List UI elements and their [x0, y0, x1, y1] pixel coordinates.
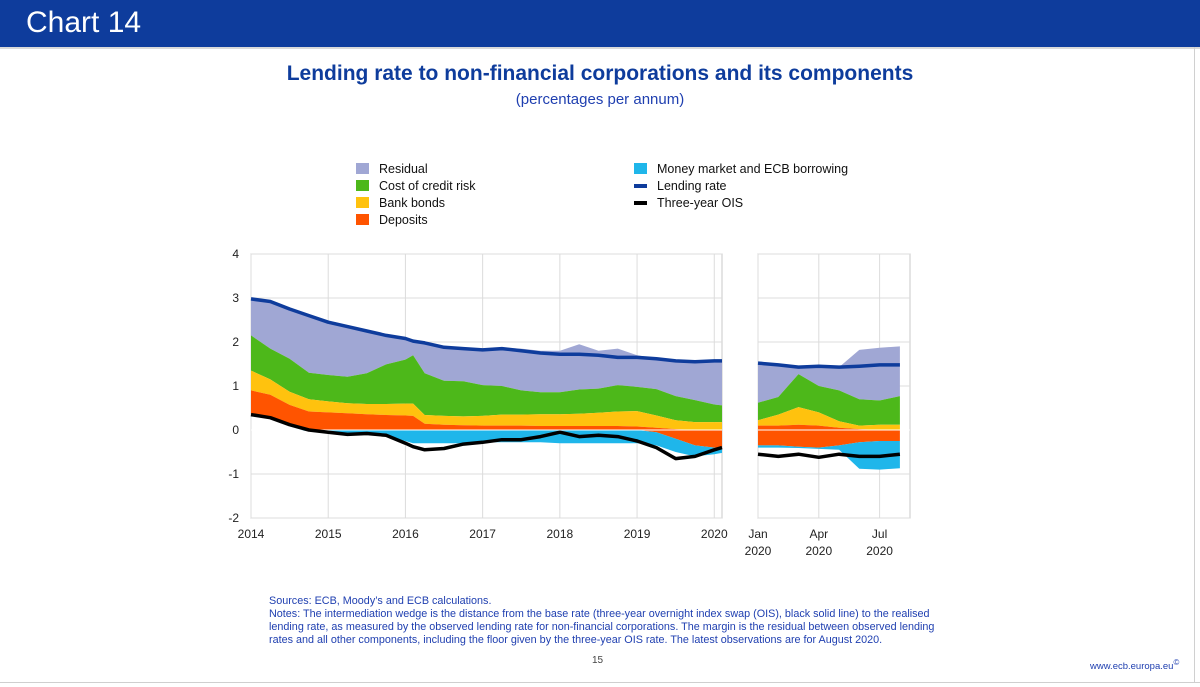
series-lending-rate-0	[250, 297, 722, 364]
chart-subtitle: (percentages per annum)	[515, 91, 685, 108]
area-bank-bonds-1	[758, 407, 900, 430]
area-deposits-0	[251, 390, 722, 430]
legend-item-residual: Residual	[356, 160, 476, 177]
area-credit-risk-1	[758, 374, 900, 426]
legend-swatch-lending-rate	[634, 183, 647, 188]
notes-text: Notes: The intermediation wedge is the d…	[269, 608, 935, 646]
legend-item-credit-risk: Cost of credit risk	[356, 177, 476, 194]
area-money-market-1	[758, 441, 900, 470]
x-tick-label: Apr	[809, 527, 828, 541]
x-tick-label: 2018	[547, 527, 574, 541]
chart-title: Lending rate to non-financial corporatio…	[286, 62, 914, 85]
legend-right: Money market and ECB borrowing Lending r…	[634, 160, 848, 211]
legend-label-lending-rate: Lending rate	[657, 178, 727, 193]
site-credit: www.ecb.europa.eu©	[1090, 658, 1179, 672]
area-bank-bonds-0	[251, 370, 722, 430]
series-three-year-ois-1	[757, 452, 901, 460]
x-tick-label-year: 2020	[745, 544, 772, 558]
legend-label-deposits: Deposits	[379, 212, 428, 227]
y-tick-label: 2	[232, 335, 239, 349]
legend-label-ois: Three-year OIS	[657, 195, 744, 210]
y-tick-label: 1	[232, 379, 239, 393]
header-bar: Chart 14	[0, 0, 1200, 47]
area-residual-1	[758, 346, 900, 403]
footer-divider	[0, 682, 1200, 683]
area-deposits-1	[758, 424, 900, 430]
series-lending-rate-1	[757, 361, 900, 369]
legend-item-bank-bonds: Bank bonds	[356, 194, 476, 211]
legend-item-lending-rate: Lending rate	[634, 177, 848, 194]
legend-swatch-deposits	[356, 214, 369, 225]
y-tick-label: -2	[228, 511, 239, 525]
site-mark: ©	[1173, 658, 1180, 667]
legend-swatch-ois	[634, 200, 647, 205]
x-tick-label: Jul	[872, 527, 887, 541]
x-tick-label-year: 2020	[866, 544, 893, 558]
x-tick-label: Jan	[748, 527, 767, 541]
x-tick-label: 2019	[624, 527, 651, 541]
legend-label-bank-bonds: Bank bonds	[379, 195, 446, 210]
legend-label-credit-risk: Cost of credit risk	[379, 178, 476, 193]
page-number: 15	[592, 655, 604, 666]
legend-swatch-money-market	[634, 163, 647, 174]
area-credit-risk-0	[251, 335, 722, 423]
legend-item-ois: Three-year OIS	[634, 194, 848, 211]
area-residual-0	[251, 298, 722, 406]
header-label: Chart 14	[26, 6, 142, 39]
legend-item-money-market: Money market and ECB borrowing	[634, 160, 848, 177]
legend-swatch-residual	[356, 163, 369, 174]
area-deposits-negative-1	[758, 430, 900, 448]
x-tick-label: 2015	[315, 527, 342, 541]
x-tick-label: 2014	[238, 527, 265, 541]
slide-border	[1194, 47, 1195, 682]
x-tick-label: 2017	[469, 527, 496, 541]
x-tick-label-year: 2020	[805, 544, 832, 558]
y-tick-label: -1	[228, 467, 239, 481]
area-deposits-negative-0	[251, 430, 722, 448]
site-url: www.ecb.europa.eu	[1090, 661, 1174, 673]
y-tick-label: 0	[232, 423, 239, 437]
legend-left: Residual Cost of credit risk Bank bonds …	[356, 160, 476, 228]
y-tick-label: 4	[232, 247, 239, 261]
series-three-year-ois-0	[250, 412, 723, 461]
legend-swatch-bank-bonds	[356, 197, 369, 208]
legend-item-deposits: Deposits	[356, 211, 476, 228]
x-tick-label: 2016	[392, 527, 419, 541]
chart-notes: Sources: ECB, Moody’s and ECB calculatio…	[269, 595, 959, 647]
header-divider	[0, 47, 1200, 49]
legend-label-money-market: Money market and ECB borrowing	[657, 161, 849, 176]
legend-label-residual: Residual	[379, 161, 428, 176]
sources-text: Sources: ECB, Moody’s and ECB calculatio…	[269, 595, 492, 607]
y-tick-label: 3	[232, 291, 239, 305]
x-tick-label: 2020	[701, 527, 728, 541]
legend-swatch-credit-risk	[356, 180, 369, 191]
